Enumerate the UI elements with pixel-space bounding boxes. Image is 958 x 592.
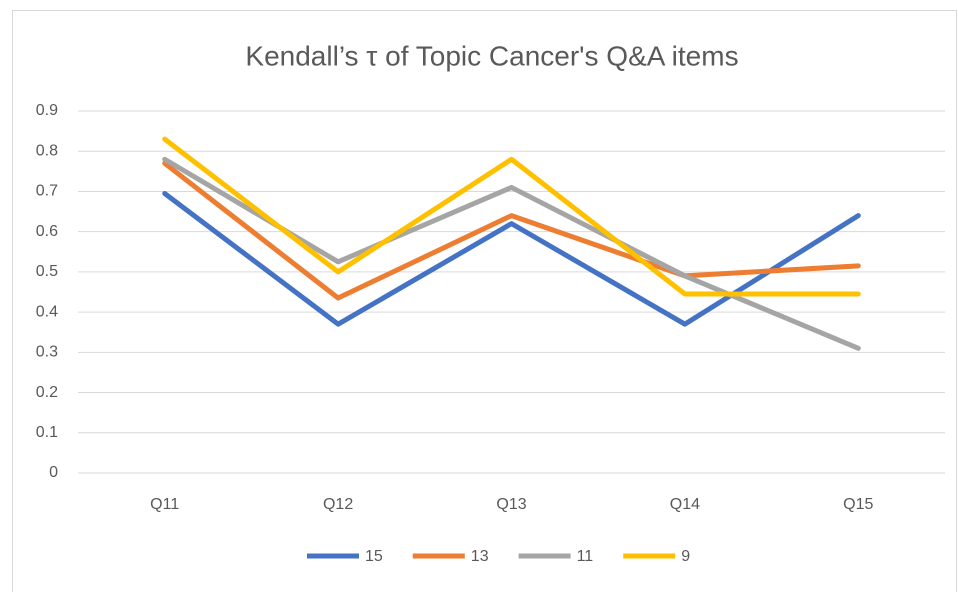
chart-border (12, 10, 957, 592)
x-tick-label: Q12 (323, 496, 353, 513)
y-tick-label: 0.1 (36, 424, 58, 441)
y-tick-label: 0.6 (36, 223, 58, 240)
series-line (162, 160, 861, 301)
series-line (162, 136, 861, 297)
x-tick-label: Q13 (496, 496, 526, 513)
y-tick-label: 0.5 (36, 263, 58, 280)
y-tick-label: 0.8 (36, 142, 58, 159)
x-tick-label: Q11 (150, 496, 179, 513)
legend-label: 9 (681, 548, 690, 565)
chart-title: Kendall’s τ of Topic Cancer's Q&A items (245, 40, 738, 71)
y-tick-label: 0.4 (36, 303, 58, 320)
y-tick-label: 0 (49, 464, 58, 481)
series-line (162, 190, 861, 327)
y-tick-label: 0.9 (36, 102, 58, 119)
y-tick-label: 0.3 (36, 344, 58, 361)
legend-label: 15 (365, 548, 383, 565)
x-tick-label: Q15 (843, 496, 873, 513)
legend-label: 11 (577, 548, 594, 565)
x-tick-label: Q14 (670, 496, 700, 513)
y-tick-label: 0.2 (36, 384, 58, 401)
legend-label: 13 (471, 548, 489, 565)
y-tick-label: 0.7 (36, 183, 58, 200)
